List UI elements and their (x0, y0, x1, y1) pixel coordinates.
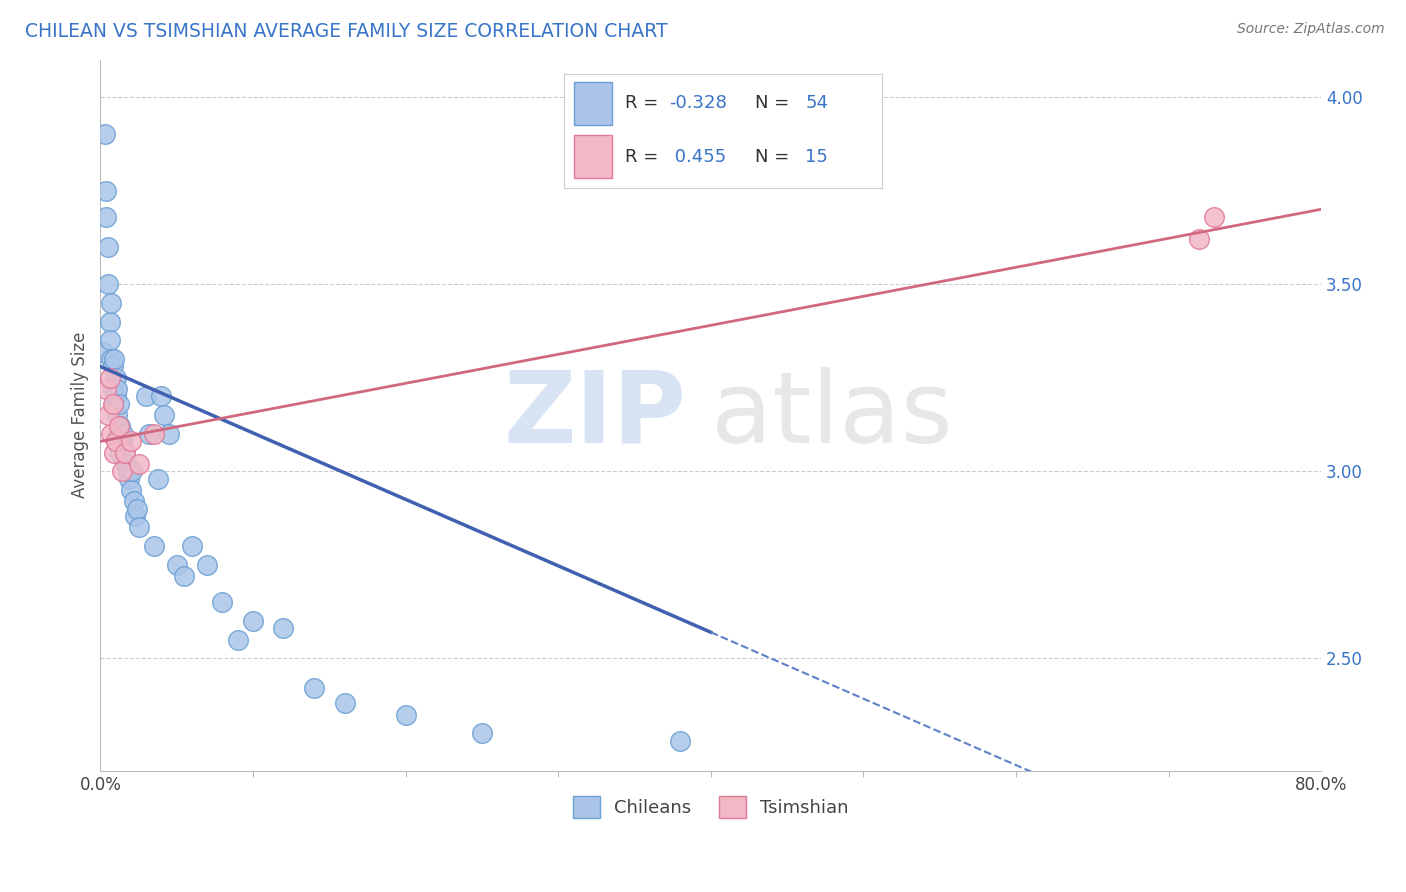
Point (97, 277, 120, 292)
Point (115, 457, 138, 471)
Point (96, 382, 118, 396)
Point (103, 351, 125, 366)
Point (100, 351, 122, 366)
Point (93, 344, 115, 359)
Point (273, 622, 295, 636)
Point (195, 558, 218, 572)
Point (157, 426, 180, 441)
Point (148, 472, 170, 486)
Point (142, 539, 165, 553)
Point (103, 397, 125, 411)
Point (104, 370, 127, 384)
Point (118, 472, 141, 486)
Point (96, 210, 118, 224)
Point (103, 445, 125, 459)
Point (128, 520, 150, 534)
Point (135, 389, 157, 403)
Text: ZIP: ZIP (503, 367, 686, 464)
Point (120, 434, 142, 449)
Point (173, 569, 195, 583)
Point (108, 445, 131, 459)
Point (107, 426, 129, 441)
Point (1188, 232, 1211, 246)
Point (112, 426, 135, 441)
Point (471, 726, 494, 740)
Point (100, 426, 122, 441)
Point (153, 408, 176, 422)
Point (1204, 210, 1226, 224)
Point (97, 408, 120, 422)
Point (120, 483, 142, 497)
Point (107, 419, 129, 434)
Point (128, 457, 150, 471)
Text: CHILEAN VS TSIMSHIAN AVERAGE FAMILY SIZE CORRELATION CHART: CHILEAN VS TSIMSHIAN AVERAGE FAMILY SIZE… (25, 22, 668, 41)
Point (107, 397, 129, 411)
Point (226, 632, 249, 647)
Point (211, 595, 233, 609)
Point (98, 333, 121, 347)
Y-axis label: Average Family Size: Average Family Size (72, 332, 89, 499)
Text: atlas: atlas (711, 367, 952, 464)
Point (117, 464, 139, 478)
Point (101, 359, 124, 374)
Point (121, 464, 143, 478)
Point (105, 382, 128, 396)
Point (669, 733, 692, 747)
Point (150, 389, 173, 403)
Point (101, 382, 124, 396)
Point (142, 426, 165, 441)
Point (114, 445, 136, 459)
Point (111, 434, 134, 449)
Point (138, 426, 160, 441)
Point (242, 614, 264, 628)
Point (333, 696, 356, 710)
Point (180, 539, 202, 553)
Point (108, 419, 131, 434)
Point (97, 240, 120, 254)
Point (122, 494, 145, 508)
Point (302, 681, 325, 696)
Point (101, 397, 124, 411)
Point (104, 389, 127, 403)
Point (104, 434, 127, 449)
Point (124, 509, 146, 524)
Point (166, 558, 188, 572)
Point (111, 464, 134, 478)
Point (96, 184, 118, 198)
Point (125, 501, 148, 516)
Point (98, 370, 121, 384)
Legend: Chileans, Tsimshian: Chileans, Tsimshian (565, 789, 856, 826)
Point (394, 707, 416, 722)
Text: Source: ZipAtlas.com: Source: ZipAtlas.com (1237, 22, 1385, 37)
Point (94, 128, 117, 142)
Point (98, 315, 121, 329)
Point (114, 445, 136, 459)
Point (105, 408, 128, 422)
Point (100, 296, 122, 310)
